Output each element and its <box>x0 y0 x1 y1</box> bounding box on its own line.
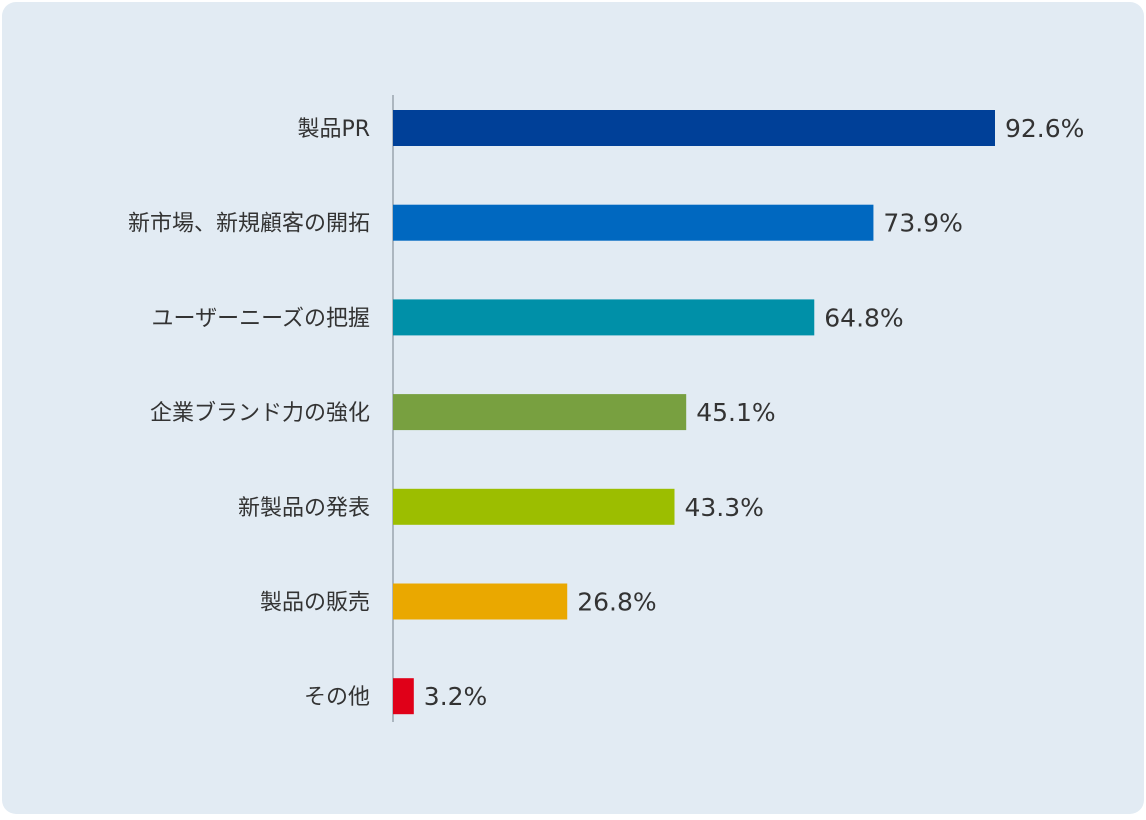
category-label: 製品PR <box>297 117 370 142</box>
value-label: 92.6% <box>1005 114 1084 143</box>
category-label: ユーザーニーズの把握 <box>152 306 370 331</box>
value-label: 3.2% <box>424 682 488 711</box>
value-label: 64.8% <box>824 303 903 332</box>
category-label: 製品の販売 <box>260 591 370 616</box>
value-label: 73.9% <box>883 209 962 238</box>
bar <box>393 299 815 336</box>
value-label: 43.3% <box>684 493 763 522</box>
value-label: 26.8% <box>577 588 656 617</box>
category-label: 新製品の発表 <box>238 496 370 521</box>
bar <box>393 488 675 525</box>
category-label: その他 <box>304 685 370 710</box>
bar <box>393 204 874 241</box>
bar <box>393 583 568 620</box>
category-label: 新市場、新規顧客の開拓 <box>128 212 370 237</box>
bar <box>393 110 995 146</box>
category-label: 企業ブランド力の強化 <box>150 401 370 426</box>
value-label: 45.1% <box>696 398 775 427</box>
bar <box>393 394 687 431</box>
bar <box>393 678 414 715</box>
